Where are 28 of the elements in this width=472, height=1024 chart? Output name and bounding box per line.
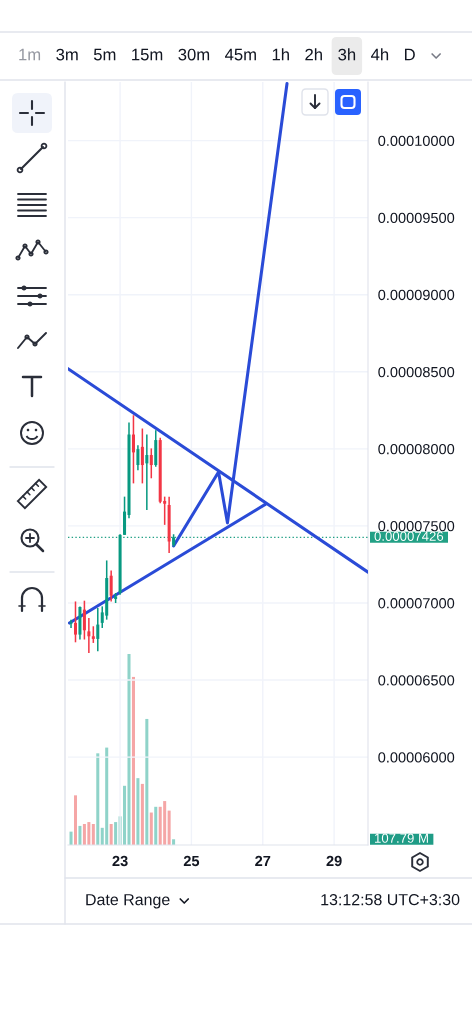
y-tick-label: 0.00006500 xyxy=(378,675,455,686)
x-tick-label: 27 xyxy=(255,855,271,866)
text: Date Range xyxy=(86,894,170,909)
x-tick-label: 23 xyxy=(112,855,128,867)
y-tick-label: 0.00008000 xyxy=(378,443,455,455)
text: 13:12:58 UTC+3:30 xyxy=(321,893,460,906)
text: 2h xyxy=(305,48,322,61)
y-tick-label: 0.00009500 xyxy=(378,212,455,224)
y-tick-label: 0.00007500 xyxy=(378,521,455,532)
text: 5m xyxy=(93,48,116,61)
x-tick-label: 29 xyxy=(326,855,342,867)
y-tick-label: 0.00006000 xyxy=(378,752,455,763)
y-tick-label: 0.00008500 xyxy=(378,366,455,378)
text: 1h xyxy=(272,48,289,61)
ref-line-label: 0.00007426 xyxy=(374,531,444,541)
y-tick-label: 0.00007000 xyxy=(378,598,455,609)
y-tick-label: 0.00009000 xyxy=(378,289,455,301)
text: 3m xyxy=(56,48,78,61)
text: D xyxy=(404,48,415,61)
text: 45m xyxy=(225,48,256,61)
text: 3h xyxy=(338,48,356,61)
text: 30m xyxy=(178,48,210,61)
text: 15m xyxy=(132,48,163,61)
text: 107.79 M xyxy=(375,833,428,843)
text: 1m xyxy=(19,48,41,61)
text: 4h xyxy=(371,48,389,61)
x-tick-label: 25 xyxy=(183,855,200,867)
y-tick-label: 0.00010000 xyxy=(378,135,455,146)
